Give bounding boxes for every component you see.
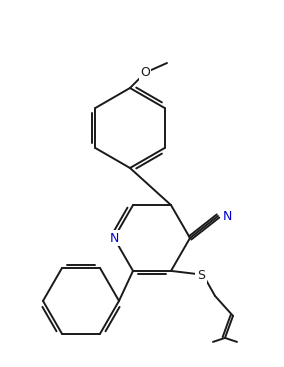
Text: S: S xyxy=(197,269,205,283)
Text: N: N xyxy=(223,210,232,222)
Text: O: O xyxy=(140,66,150,80)
Text: N: N xyxy=(109,232,119,244)
